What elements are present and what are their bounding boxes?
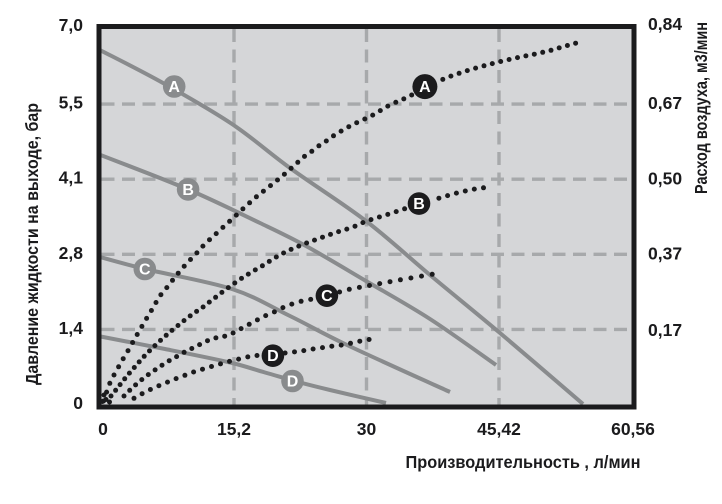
svg-text:1,4: 1,4 xyxy=(59,318,84,338)
svg-text:4,1: 4,1 xyxy=(59,168,84,188)
svg-text:7,0: 7,0 xyxy=(59,15,84,35)
svg-text:A: A xyxy=(419,79,431,96)
svg-text:B: B xyxy=(413,196,425,213)
svg-text:Производительность , л/мин: Производительность , л/мин xyxy=(406,452,641,472)
svg-text:0: 0 xyxy=(98,419,108,439)
svg-text:C: C xyxy=(321,288,333,305)
svg-text:30: 30 xyxy=(357,419,377,439)
svg-text:C: C xyxy=(139,262,151,279)
svg-text:D: D xyxy=(287,374,299,391)
svg-text:B: B xyxy=(182,182,194,199)
svg-text:Расход воздуха, м3/мин: Расход воздуха, м3/мин xyxy=(691,22,711,194)
svg-text:60,56: 60,56 xyxy=(611,419,655,439)
svg-text:15,2: 15,2 xyxy=(217,419,251,439)
svg-text:D: D xyxy=(267,348,279,365)
svg-text:0,84: 0,84 xyxy=(648,14,682,34)
svg-text:0,17: 0,17 xyxy=(648,320,682,340)
svg-text:2,8: 2,8 xyxy=(59,243,84,263)
svg-text:A: A xyxy=(168,79,180,96)
svg-text:45,42: 45,42 xyxy=(477,419,521,439)
svg-text:0: 0 xyxy=(73,393,83,413)
svg-text:0,50: 0,50 xyxy=(648,169,682,189)
svg-text:0,37: 0,37 xyxy=(648,244,682,264)
svg-text:5,5: 5,5 xyxy=(59,93,84,113)
svg-text:0,67: 0,67 xyxy=(648,93,682,113)
svg-text:Давление жидкости на выходе, б: Давление жидкости на выходе, бар xyxy=(22,103,42,385)
